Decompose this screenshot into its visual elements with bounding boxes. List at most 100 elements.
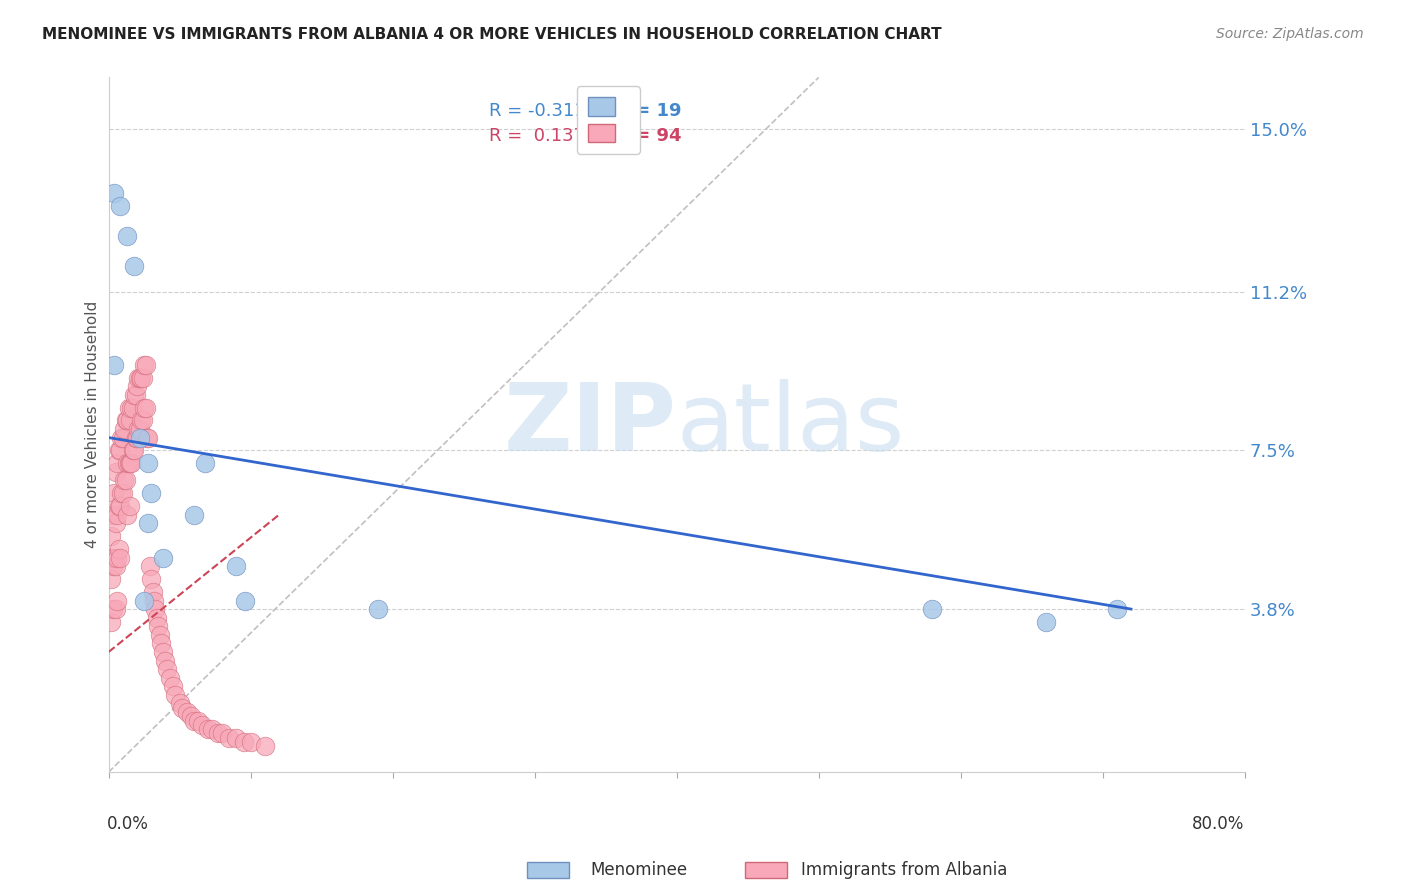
Point [165, 688, 187, 702]
Point [232, 735, 254, 749]
Point [101, 602, 124, 616]
Point [197, 722, 219, 736]
Text: MENOMINEE VS IMMIGRANTS FROM ALBANIA 4 OR MORE VEHICLES IN HOUSEHOLD CORRELATION: MENOMINEE VS IMMIGRANTS FROM ALBANIA 4 O… [42, 27, 942, 42]
Point [135, 358, 157, 372]
Point [122, 443, 145, 458]
Point [125, 379, 148, 393]
Point [225, 731, 247, 745]
Point [138, 431, 160, 445]
Point [105, 550, 128, 565]
Point [112, 422, 135, 436]
Point [187, 714, 209, 728]
Point [152, 645, 174, 659]
Point [142, 585, 165, 599]
Point [104, 602, 127, 616]
Point [115, 456, 138, 470]
Point [139, 559, 162, 574]
Point [118, 499, 141, 513]
Point [141, 486, 163, 500]
Point [183, 508, 205, 522]
Point [114, 474, 136, 488]
Point [172, 700, 194, 714]
Point [107, 542, 129, 557]
Point [101, 508, 124, 522]
Point [118, 413, 141, 427]
Point [122, 387, 145, 401]
Point [120, 401, 142, 415]
Point [134, 401, 156, 415]
Point [105, 508, 128, 522]
Point [132, 413, 155, 427]
Point [105, 593, 128, 607]
Point [108, 550, 131, 565]
Point [108, 499, 131, 513]
Point [122, 259, 145, 273]
Point [225, 559, 247, 574]
Point [104, 516, 127, 531]
Point [128, 422, 150, 436]
Point [128, 431, 150, 445]
Point [1105, 602, 1128, 616]
Text: N = 94: N = 94 [614, 128, 682, 145]
Point [152, 550, 174, 565]
Point [129, 413, 152, 427]
Point [114, 413, 136, 427]
Point [138, 456, 160, 470]
Point [211, 726, 233, 740]
Point [134, 593, 156, 607]
Point [101, 559, 124, 574]
Point [129, 370, 152, 384]
Point [218, 731, 240, 745]
Point [169, 697, 191, 711]
Point [100, 615, 122, 629]
Point [121, 443, 143, 458]
Text: R =  0.137: R = 0.137 [489, 128, 585, 145]
Point [134, 358, 156, 372]
Text: atlas: atlas [676, 379, 905, 471]
Point [191, 718, 214, 732]
Point [156, 662, 179, 676]
Point [115, 413, 138, 427]
Point [183, 714, 205, 728]
Point [128, 370, 150, 384]
Point [127, 422, 149, 436]
Point [111, 486, 134, 500]
Text: R = -0.311: R = -0.311 [489, 102, 586, 120]
Point [148, 619, 170, 633]
Point [149, 628, 172, 642]
Point [253, 739, 276, 754]
Point [111, 431, 134, 445]
Point [207, 726, 229, 740]
Point [103, 358, 125, 372]
Point [143, 593, 166, 607]
Point [145, 602, 167, 616]
Point [110, 486, 132, 500]
Point [138, 516, 160, 531]
Point [104, 465, 127, 479]
Point [239, 735, 262, 749]
Point [115, 508, 138, 522]
Point [180, 709, 202, 723]
Point [176, 705, 198, 719]
Legend: , : , [576, 87, 640, 154]
Point [108, 443, 131, 458]
Point [110, 431, 132, 445]
Point [115, 229, 138, 244]
Point [132, 370, 155, 384]
Point [100, 572, 122, 586]
Point [125, 431, 148, 445]
Point [135, 401, 157, 415]
Point [124, 431, 146, 445]
Point [104, 559, 127, 574]
Point [1035, 615, 1057, 629]
Point [162, 679, 184, 693]
Point [194, 456, 217, 470]
Point [117, 401, 139, 415]
Point [100, 529, 122, 543]
Point [921, 602, 943, 616]
Point [103, 186, 125, 201]
Text: 0.0%: 0.0% [107, 815, 149, 833]
Text: Immigrants from Albania: Immigrants from Albania [801, 861, 1008, 879]
Point [117, 456, 139, 470]
Point [201, 722, 224, 736]
